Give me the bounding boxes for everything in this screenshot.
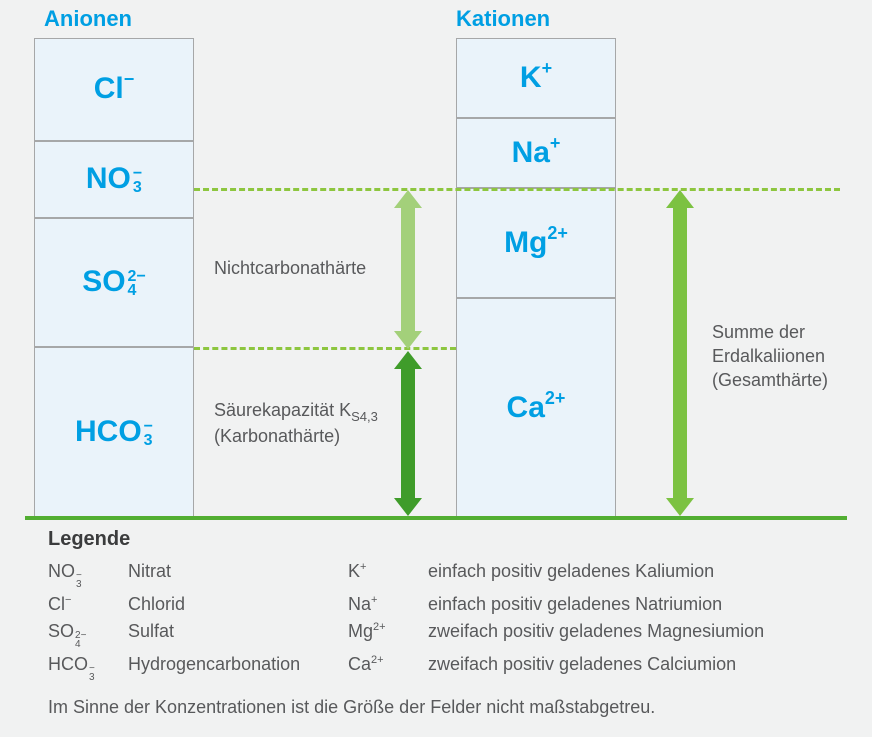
ion-diagram: Anionen Kationen Cl−NO−3SO2−4HCO−3 K+Na+… <box>0 0 872 518</box>
legend-sym: Ca2+ <box>348 654 428 681</box>
legend-sym: Mg2+ <box>348 621 428 648</box>
anionen-title: Anionen <box>44 6 132 32</box>
legend-title: Legende <box>48 528 842 551</box>
legend-footnote: Im Sinne der Konzentrationen ist die Grö… <box>48 697 842 718</box>
legend: Legende NO−3NitratK+einfach positiv gela… <box>48 528 842 718</box>
cell-k: K+ <box>456 38 616 118</box>
legend-name: zweifach positiv geladenes Calciumion <box>428 654 788 681</box>
legend-sym: SO2−4 <box>48 621 128 648</box>
legend-name: Sulfat <box>128 621 348 648</box>
kationen-stack: K+Na+Mg2+Ca2+ <box>456 38 616 518</box>
legend-name: Hydrogencarbonation <box>128 654 348 681</box>
legend-name: Nitrat <box>128 561 348 588</box>
baseline <box>25 516 847 520</box>
legend-sym: HCO−3 <box>48 654 128 681</box>
annot-gesamt: Summe der Erdalkaliionen (Gesamthärte) <box>712 320 828 392</box>
cell-ca: Ca2+ <box>456 298 616 518</box>
annot-gesamt-l1: Summe der <box>712 322 805 342</box>
annot-karbonat-sub: S4,3 <box>351 409 378 424</box>
dashed-upper <box>194 188 840 191</box>
legend-name: einfach positiv geladenes Natriumion <box>428 594 788 615</box>
annot-karbonat-l1: Säurekapazität K <box>214 400 351 420</box>
arrow-gesamt <box>650 188 710 518</box>
legend-grid: NO−3NitratK+einfach positiv geladenes Ka… <box>48 561 842 681</box>
annot-gesamt-l3: (Gesamthärte) <box>712 370 828 390</box>
kationen-title: Kationen <box>456 6 550 32</box>
arrow-nichtcarbonat <box>378 188 438 351</box>
legend-name: einfach positiv geladenes Kaliumion <box>428 561 788 588</box>
legend-sym: K+ <box>348 561 428 588</box>
cell-so4: SO2−4 <box>34 218 194 347</box>
cell-hco3: HCO−3 <box>34 347 194 518</box>
annot-karbonat: Säurekapazität KS4,3 (Karbonathärte) <box>214 398 378 448</box>
annot-nichtcarbonat: Nichtcarbonathärte <box>214 256 366 280</box>
legend-sym: Cl− <box>48 594 128 615</box>
legend-name: Chlorid <box>128 594 348 615</box>
cell-mg: Mg2+ <box>456 188 616 298</box>
anionen-stack: Cl−NO−3SO2−4HCO−3 <box>34 38 194 518</box>
legend-sym: NO−3 <box>48 561 128 588</box>
legend-name: zweifach positiv geladenes Magnesiumion <box>428 621 788 648</box>
cell-na: Na+ <box>456 118 616 188</box>
cell-cl: Cl− <box>34 38 194 141</box>
legend-sym: Na+ <box>348 594 428 615</box>
arrow-karbonat <box>378 349 438 518</box>
annot-karbonat-l2: (Karbonathärte) <box>214 426 340 446</box>
cell-no3: NO−3 <box>34 141 194 218</box>
annot-gesamt-l2: Erdalkaliionen <box>712 346 825 366</box>
